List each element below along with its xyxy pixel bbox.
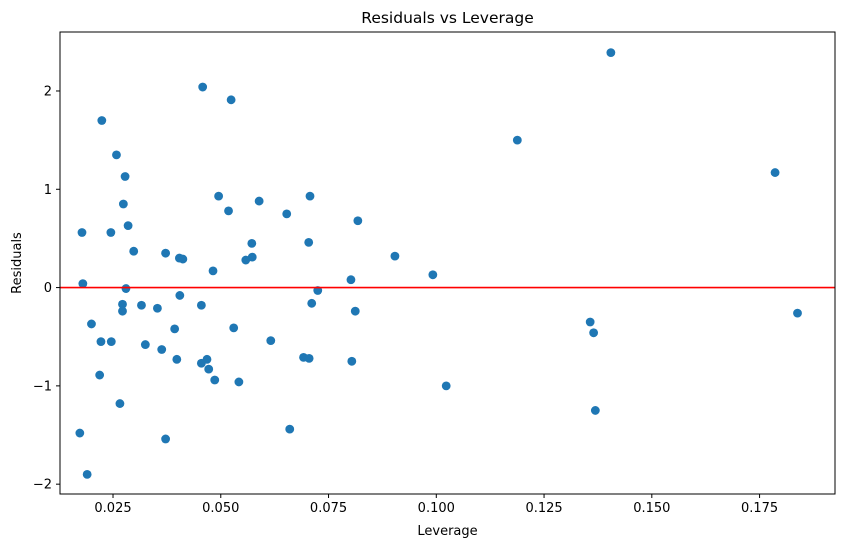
data-point xyxy=(198,82,208,92)
data-point xyxy=(304,237,314,247)
data-point xyxy=(204,364,214,374)
y-axis-ticks: −2 −1 0 1 2 xyxy=(33,84,60,493)
x-tick-label: 0.150 xyxy=(633,501,670,516)
data-point xyxy=(123,221,133,231)
y-tick-label: 1 xyxy=(44,183,52,198)
data-point xyxy=(140,340,150,349)
data-point xyxy=(390,251,400,261)
x-tick-label: 0.125 xyxy=(525,501,562,516)
data-point xyxy=(118,299,127,309)
data-point xyxy=(226,95,236,105)
data-point xyxy=(307,298,317,308)
data-point xyxy=(153,303,162,313)
x-tick-label: 0.175 xyxy=(741,501,778,516)
data-point xyxy=(441,381,451,391)
data-point xyxy=(170,324,180,334)
data-point xyxy=(285,424,295,434)
data-point xyxy=(75,428,85,438)
data-point xyxy=(172,354,182,364)
x-tick-label: 0.025 xyxy=(94,501,131,516)
y-axis-label: Residuals xyxy=(10,232,25,294)
data-point xyxy=(347,356,357,366)
data-point xyxy=(196,358,206,368)
data-point xyxy=(229,323,239,333)
data-points xyxy=(75,48,802,479)
data-point xyxy=(118,199,128,209)
data-point xyxy=(82,469,92,479)
y-tick-label: 2 xyxy=(44,84,52,99)
data-point xyxy=(266,336,276,346)
data-point xyxy=(793,308,802,318)
data-point xyxy=(115,399,125,408)
data-point xyxy=(118,306,127,316)
data-point xyxy=(129,246,139,256)
data-point xyxy=(214,191,224,201)
data-point xyxy=(512,135,522,145)
data-point xyxy=(196,300,206,310)
data-point xyxy=(120,172,130,181)
data-point xyxy=(106,228,116,237)
plot-area-frame xyxy=(59,31,836,495)
data-point xyxy=(157,345,167,354)
data-point xyxy=(210,375,220,385)
data-point xyxy=(590,406,600,415)
data-point xyxy=(178,254,188,264)
data-point xyxy=(770,168,780,177)
data-point xyxy=(97,116,107,125)
data-point xyxy=(346,275,356,285)
data-point xyxy=(305,191,315,201)
data-point xyxy=(428,270,438,280)
data-point xyxy=(87,319,96,329)
data-point xyxy=(234,377,244,387)
data-point xyxy=(353,216,363,226)
data-point xyxy=(585,317,595,327)
data-point xyxy=(224,206,233,216)
data-point xyxy=(589,328,599,338)
data-point xyxy=(241,255,251,265)
data-point xyxy=(161,248,171,258)
x-axis-label: Leverage xyxy=(417,524,477,539)
data-point xyxy=(95,370,105,380)
chart-title: Residuals vs Leverage xyxy=(361,9,534,27)
data-point xyxy=(247,238,257,248)
data-point xyxy=(304,353,314,363)
y-tick-label: −1 xyxy=(33,379,52,394)
data-point xyxy=(121,284,131,293)
x-tick-label: 0.075 xyxy=(310,501,347,516)
data-point xyxy=(96,337,106,347)
data-point xyxy=(254,196,264,206)
data-point xyxy=(78,279,88,289)
y-tick-label: −2 xyxy=(33,478,52,493)
x-tick-label: 0.050 xyxy=(202,501,239,516)
data-point xyxy=(77,228,87,237)
data-point xyxy=(282,209,292,219)
data-point xyxy=(208,266,218,276)
data-point xyxy=(137,300,146,310)
data-point xyxy=(112,150,121,160)
data-point xyxy=(106,337,116,347)
x-tick-label: 0.100 xyxy=(418,501,455,516)
data-point xyxy=(350,306,360,316)
data-point xyxy=(161,434,171,444)
y-tick-label: 0 xyxy=(44,281,52,296)
data-point xyxy=(175,291,185,300)
x-axis-ticks: 0.025 0.050 0.075 0.100 0.125 0.150 0.175 xyxy=(94,494,778,516)
data-point xyxy=(606,48,616,58)
